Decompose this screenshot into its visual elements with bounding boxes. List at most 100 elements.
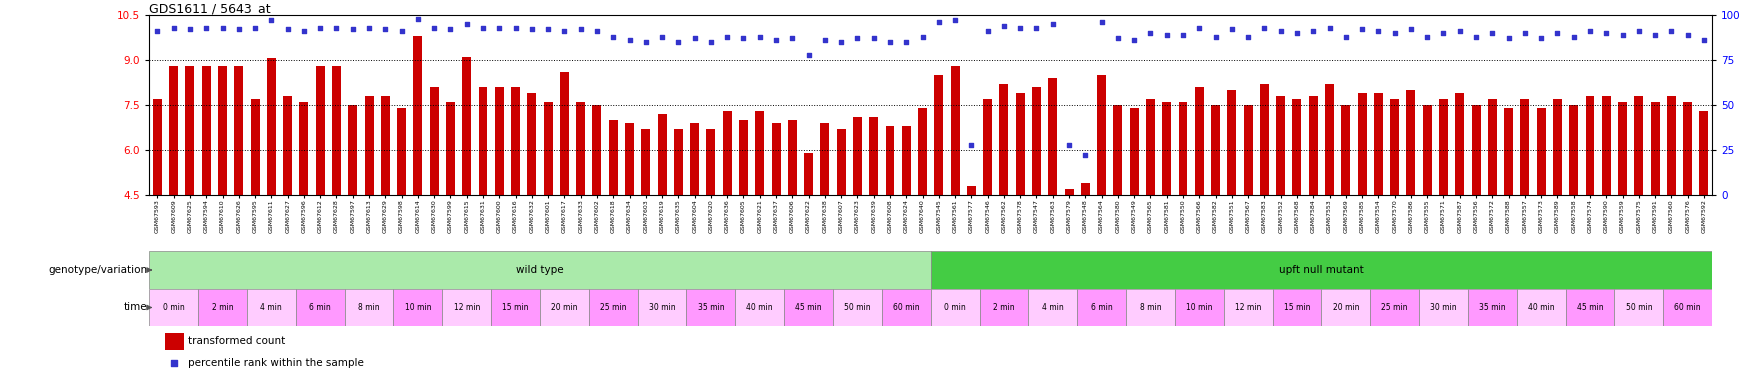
Point xyxy=(697,39,725,45)
Bar xyxy=(186,66,195,195)
Bar xyxy=(902,126,911,195)
Point xyxy=(1429,30,1457,36)
Point xyxy=(1527,35,1555,41)
Bar xyxy=(784,289,832,326)
Bar xyxy=(1665,96,1674,195)
Text: 4 min: 4 min xyxy=(1041,303,1064,312)
Bar xyxy=(397,108,405,195)
Bar xyxy=(885,126,893,195)
Bar xyxy=(1565,289,1613,326)
Point xyxy=(663,39,691,45)
Point xyxy=(1413,34,1441,40)
Point xyxy=(355,25,383,31)
Text: 6 min: 6 min xyxy=(309,303,332,312)
Text: 60 min: 60 min xyxy=(1674,303,1701,312)
Bar xyxy=(1243,105,1251,195)
Bar xyxy=(1536,108,1544,195)
Point xyxy=(1364,28,1392,34)
Bar xyxy=(446,102,455,195)
Point xyxy=(777,35,806,41)
Text: 8 min: 8 min xyxy=(358,303,379,312)
Bar xyxy=(539,289,588,326)
Point xyxy=(1509,30,1537,36)
Bar xyxy=(1662,289,1711,326)
Bar xyxy=(1125,289,1174,326)
Point xyxy=(518,26,546,32)
Bar xyxy=(1369,289,1418,326)
Bar xyxy=(1372,93,1381,195)
Bar xyxy=(999,84,1007,195)
Point xyxy=(274,26,302,32)
Bar xyxy=(168,66,177,195)
Point xyxy=(240,25,269,31)
Bar xyxy=(674,129,683,195)
Point xyxy=(388,28,416,34)
Bar xyxy=(1357,93,1365,195)
Bar xyxy=(165,333,184,350)
Point xyxy=(258,17,286,23)
Bar xyxy=(1418,289,1467,326)
Point xyxy=(762,37,790,43)
Text: 35 min: 35 min xyxy=(1478,303,1504,312)
Bar xyxy=(442,289,491,326)
Bar xyxy=(1193,87,1204,195)
Point xyxy=(746,34,774,40)
Point xyxy=(209,25,237,31)
Bar xyxy=(1601,96,1609,195)
Bar xyxy=(1178,102,1186,195)
Bar xyxy=(853,117,862,195)
Point xyxy=(892,39,920,45)
Point xyxy=(1104,35,1132,41)
Bar xyxy=(735,289,784,326)
Text: 40 min: 40 min xyxy=(746,303,772,312)
Point xyxy=(144,28,172,34)
Bar xyxy=(202,66,211,195)
Point xyxy=(614,37,642,43)
Point xyxy=(681,35,709,41)
Point xyxy=(583,28,611,34)
Bar xyxy=(918,108,927,195)
Point xyxy=(1299,28,1327,34)
Bar xyxy=(576,102,584,195)
Bar xyxy=(251,99,260,195)
Text: 10 min: 10 min xyxy=(1185,303,1213,312)
Point xyxy=(713,34,741,40)
Point xyxy=(876,39,904,45)
Point xyxy=(339,26,367,32)
Bar xyxy=(1113,105,1121,195)
Point xyxy=(1608,32,1636,38)
Point xyxy=(176,26,204,32)
Point xyxy=(1462,34,1490,40)
Text: 45 min: 45 min xyxy=(795,303,821,312)
Bar xyxy=(544,102,553,195)
Bar xyxy=(1504,108,1513,195)
Point xyxy=(419,25,448,31)
Bar xyxy=(804,153,813,195)
Bar xyxy=(591,105,600,195)
Point xyxy=(567,26,595,32)
Bar xyxy=(347,105,356,195)
Point xyxy=(860,35,888,41)
Point xyxy=(1444,28,1472,34)
Bar xyxy=(949,66,958,195)
Bar xyxy=(967,186,976,195)
Bar xyxy=(1467,289,1516,326)
Point xyxy=(907,34,935,40)
Bar xyxy=(1683,102,1692,195)
Point xyxy=(1543,30,1571,36)
Text: 12 min: 12 min xyxy=(1234,303,1260,312)
Text: 15 min: 15 min xyxy=(1283,303,1309,312)
Text: 25 min: 25 min xyxy=(600,303,627,312)
Point xyxy=(1234,34,1262,40)
Bar xyxy=(1616,102,1627,195)
Text: 20 min: 20 min xyxy=(1332,303,1358,312)
Point xyxy=(1673,32,1701,38)
Bar xyxy=(1028,289,1076,326)
Bar xyxy=(300,102,309,195)
Bar xyxy=(1650,102,1658,195)
Point xyxy=(549,28,577,34)
Bar xyxy=(690,123,698,195)
Point xyxy=(1120,37,1148,43)
Point xyxy=(1185,25,1213,31)
Bar xyxy=(930,251,1711,289)
